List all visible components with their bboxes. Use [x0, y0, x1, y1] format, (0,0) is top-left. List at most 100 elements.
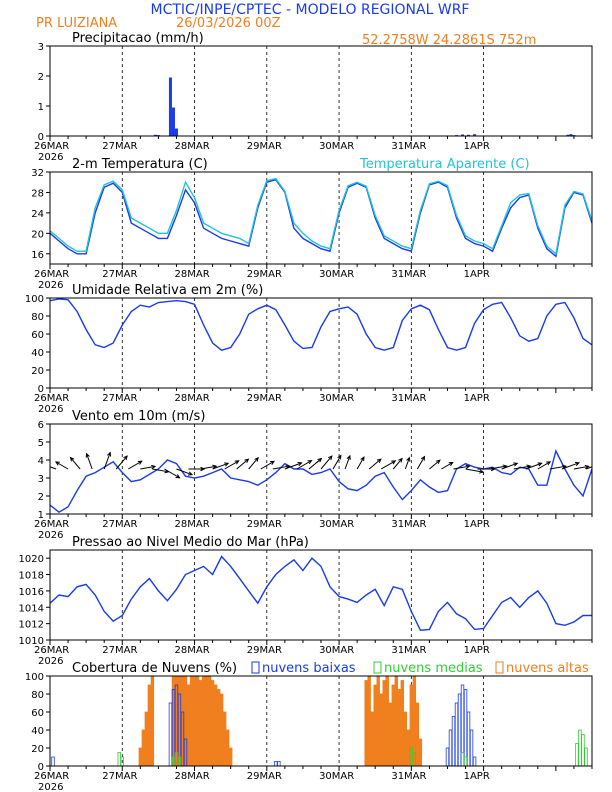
wind-arrow-head — [513, 462, 519, 467]
cloud-bar-orange — [210, 680, 215, 766]
y-tick-label: 1010 — [19, 636, 44, 647]
wind-arrow-shaft — [368, 458, 382, 470]
cloud-bar-orange — [373, 684, 377, 766]
wind-arrow-shaft — [236, 458, 249, 470]
plot-area — [51, 676, 588, 766]
x-tick-label: 27MAR — [102, 393, 137, 404]
wind-arrow-shaft — [429, 459, 441, 470]
wind-arrow-head — [137, 460, 143, 465]
panel-frame — [49, 297, 593, 389]
precip-bar — [153, 134, 157, 136]
precip-bar — [569, 134, 573, 136]
wind-arrow — [320, 455, 333, 470]
y-tick-label: 1 — [38, 510, 44, 521]
cloud-bar-orange — [388, 702, 392, 766]
wind-arrow-head — [123, 455, 128, 461]
cloud-bar-green — [171, 756, 176, 766]
cloud-bar-blue — [174, 684, 179, 766]
wind-arrow-head — [479, 469, 485, 474]
x-tick-label: 30MAR — [319, 141, 354, 152]
wind-arrow — [537, 461, 552, 470]
run-date: 26/03/2026 00Z — [176, 16, 281, 31]
wind-arrow-head — [465, 464, 471, 469]
cloud-bar-orange — [198, 680, 203, 766]
legend-swatch-blue — [251, 661, 260, 674]
plot-area — [50, 449, 592, 514]
y-tick-label: 0 — [38, 762, 44, 773]
cloud-bar-blue — [472, 756, 477, 766]
wind-arrow-shaft — [176, 468, 193, 476]
wind-arrow-head — [254, 456, 259, 462]
wind-arrow-shaft — [573, 465, 589, 470]
cloud-bar-orange — [415, 702, 420, 766]
wind-arrow-head — [69, 456, 75, 462]
wind-arrow-shaft — [453, 465, 470, 470]
wind-arrow — [549, 464, 567, 470]
cloud-bar-green — [584, 747, 588, 766]
cloud-bar-orange — [144, 711, 149, 766]
wind-arrow — [115, 455, 128, 470]
x-tick-label: 29MAR — [247, 141, 282, 152]
x-tick-label: 1APR — [464, 771, 490, 782]
wind-arrow — [103, 451, 112, 470]
x-tick-label: 27MAR — [102, 269, 137, 280]
x-tick-label: 30MAR — [319, 771, 354, 782]
x-tick-label: 1APR — [464, 645, 490, 656]
wind-arrow-head — [307, 459, 313, 465]
cloud-bar-green — [409, 747, 414, 766]
wind-arrow-head — [435, 459, 441, 465]
wind-arrow — [224, 460, 240, 470]
wind-arrow-shaft — [212, 462, 229, 470]
cloud-bar-blue — [457, 693, 462, 766]
cloud-bar-blue — [445, 747, 450, 766]
wind-arrow — [260, 460, 276, 470]
cloud-bar-orange — [403, 711, 408, 766]
cloud-bar-blue — [277, 761, 281, 766]
x-tick-label: 28MAR — [175, 771, 210, 782]
y-tick-label: 0 — [38, 384, 44, 395]
panel-title: Cobertura de Nuvens (%) — [72, 661, 237, 676]
cloud-bar-orange — [204, 676, 209, 766]
cloud-bar-orange — [213, 684, 218, 766]
cloud-bar-orange — [207, 676, 212, 766]
wind-arrow-shaft — [128, 460, 143, 470]
cloud-bar-blue — [51, 756, 55, 766]
cloud-bar-blue — [177, 693, 182, 766]
precip-bar — [168, 77, 172, 136]
wind-arrow-head — [537, 462, 543, 467]
wind-arrow-shaft — [86, 453, 93, 470]
cloud-bar-blue — [454, 702, 459, 766]
wind-arrow-shaft — [260, 460, 275, 470]
wind-arrow-shaft — [164, 468, 180, 479]
cloud-bar-blue — [463, 689, 468, 766]
wind-arrow-shaft — [356, 456, 365, 470]
wind-arrow — [416, 455, 426, 470]
cloud-bar-orange — [186, 684, 191, 766]
station-name: PR LUIZIANA — [36, 16, 117, 31]
cloud-bar-green — [120, 756, 124, 766]
cloud-bar-blue — [274, 761, 278, 766]
cloud-bar-orange — [195, 676, 200, 766]
x-tick-label: 29MAR — [247, 393, 282, 404]
cloud-bar-orange — [406, 729, 411, 766]
x-tick-label: 29MAR — [247, 771, 282, 782]
cloud-bar-orange — [418, 738, 423, 766]
legend-apparent-temp: Temperatura Aparente (C) — [359, 157, 530, 172]
wind-arrow-head — [490, 466, 496, 472]
legend-label-orange: nuvens altas — [506, 661, 589, 676]
wind-arrow — [200, 464, 218, 470]
y-tick-label: 1016 — [19, 587, 44, 598]
precip-bar — [171, 107, 175, 136]
wind-arrow — [332, 454, 342, 470]
wind-arrow-shaft — [224, 460, 239, 470]
wind-arrow-shaft — [441, 462, 453, 470]
cloud-bar-orange — [382, 680, 386, 766]
wind-arrow — [368, 458, 382, 470]
plot-area — [50, 177, 592, 258]
wind-arrow — [140, 464, 157, 470]
precip-bar — [467, 134, 471, 136]
wind-arrow-head — [244, 458, 250, 464]
wind-arrow — [308, 457, 323, 470]
